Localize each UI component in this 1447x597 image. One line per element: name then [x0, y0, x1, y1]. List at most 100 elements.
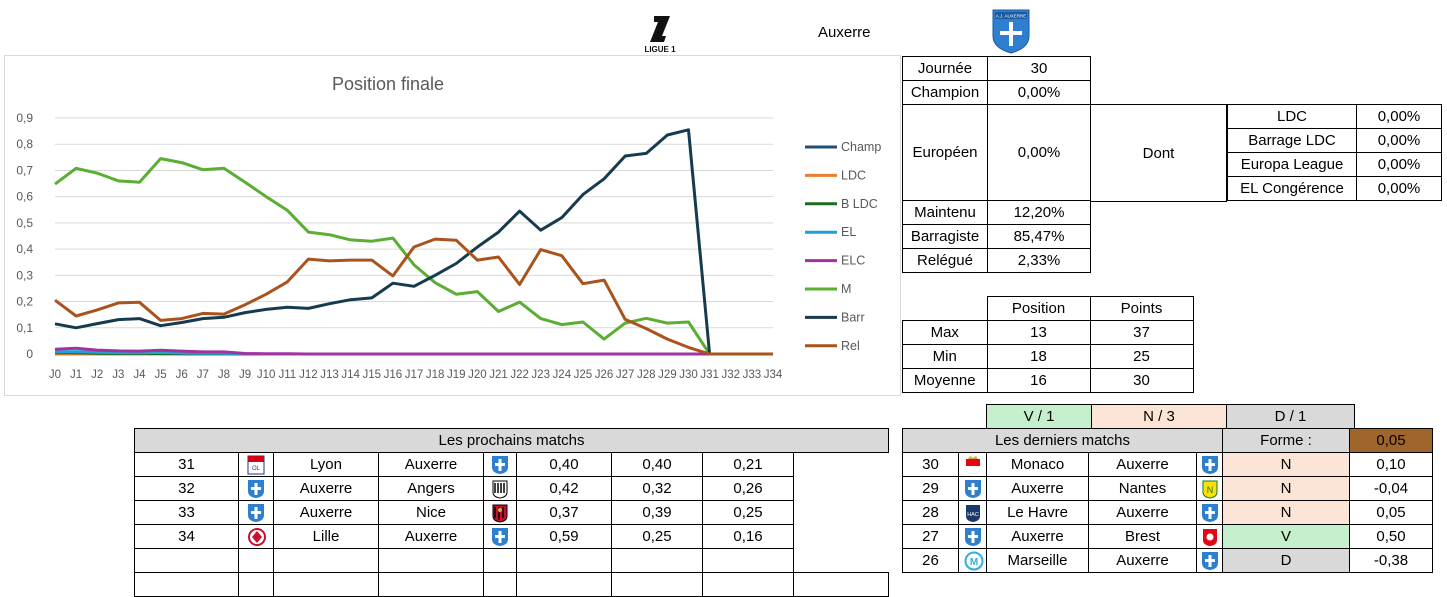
y-tick-label: 0,2	[16, 295, 33, 309]
match-day: 34	[134, 524, 239, 549]
x-tick-label: J21	[489, 369, 508, 381]
stats-table: Position Points Max 13 37 Min 18 25 Moye…	[902, 296, 1194, 393]
svg-text:OL: OL	[252, 466, 261, 472]
away-team-logo-icon	[483, 500, 517, 525]
europa-league-value: 0,00%	[1356, 152, 1442, 177]
x-tick-label: J25	[574, 369, 593, 381]
svg-text:M: M	[969, 557, 977, 568]
y-tick-label: 0,5	[16, 216, 33, 230]
prob-1: 0,40	[516, 452, 612, 477]
el-conference-label: EL Congérence	[1227, 176, 1357, 201]
x-tick-label: J26	[595, 369, 614, 381]
x-tick-label: J17	[405, 369, 424, 381]
x-tick-label: J24	[553, 369, 572, 381]
x-tick-label: J34	[764, 369, 783, 381]
last-match-row: 30 Monaco Auxerre N 0,10	[902, 452, 1433, 477]
stats-moyenne-label: Moyenne	[902, 368, 988, 393]
home-team-logo-icon	[958, 452, 987, 477]
journee-value: 30	[987, 56, 1091, 81]
y-tick-label: 0,4	[16, 242, 33, 256]
x-tick-label: J13	[320, 369, 339, 381]
away-team: Auxerre	[378, 524, 484, 549]
match-value: -0,38	[1349, 548, 1433, 573]
y-tick-label: 0,7	[16, 163, 33, 177]
home-team-logo-icon: OL	[238, 452, 274, 477]
last-matches-table: Les derniers matchs Forme : 0,05 30 Monac…	[902, 428, 1433, 573]
prob-1: 0,59	[516, 524, 612, 549]
match-day: 31	[134, 452, 239, 477]
y-tick-label: 0	[26, 347, 33, 361]
next-match-empty-row	[134, 548, 889, 573]
x-tick-label: J32	[721, 369, 740, 381]
away-team: Nantes	[1088, 476, 1197, 501]
match-day: 27	[902, 524, 959, 549]
x-tick-label: J6	[176, 369, 188, 381]
barrage-ldc-label: Barrage LDC	[1227, 128, 1357, 153]
x-tick-label: J22	[510, 369, 529, 381]
away-team: Auxerre	[1088, 500, 1197, 525]
ldc-label: LDC	[1227, 104, 1357, 129]
relegue-value: 2,33%	[987, 248, 1091, 273]
match-result: N	[1222, 452, 1350, 477]
match-result: V	[1222, 524, 1350, 549]
y-tick-label: 0,6	[16, 190, 33, 204]
match-day: 30	[902, 452, 959, 477]
prob-3: 0,25	[702, 500, 794, 525]
home-team-logo-icon	[238, 476, 274, 501]
stats-max-position: 13	[986, 320, 1091, 345]
auxerre-crest-icon: A.J. AUXERRE	[991, 8, 1031, 54]
x-tick-label: J4	[133, 369, 146, 381]
last-match-row: 28 HAC Le Havre Auxerre N 0,05	[902, 500, 1433, 525]
legend-label: LDC	[841, 168, 866, 182]
next-match-row: 31 OL Lyon Auxerre 0,40 0,40 0,21	[134, 452, 889, 477]
champion-value: 0,00%	[987, 80, 1091, 105]
el-conference-value: 0,00%	[1356, 176, 1442, 201]
x-tick-label: J23	[531, 369, 550, 381]
home-team-logo-icon	[238, 500, 274, 525]
away-team-logo-icon	[483, 452, 517, 477]
form-value: 0,05	[1349, 428, 1433, 453]
match-value: 0,50	[1349, 524, 1433, 549]
barrage-ldc-value: 0,00%	[1356, 128, 1442, 153]
chart-title: Position finale	[332, 74, 444, 94]
prob-3: 0,26	[702, 476, 794, 501]
away-team-logo-icon	[1196, 524, 1223, 549]
prob-3: 0,16	[702, 524, 794, 549]
match-day: 26	[902, 548, 959, 573]
away-team: Auxerre	[1088, 548, 1197, 573]
legend-label: Champ	[841, 140, 881, 154]
last-matches-title: Les derniers matchs	[902, 428, 1223, 453]
home-team: Lille	[273, 524, 379, 549]
next-matches-table: Les prochains matchs 31 OL Lyon Auxerre 0,40…	[134, 428, 889, 597]
maintenu-label: Maintenu	[902, 200, 988, 225]
crest-text: A.J. AUXERRE	[996, 14, 1027, 19]
away-team: Angers	[378, 476, 484, 501]
stats-header-points: Points	[1089, 296, 1194, 321]
next-match-row: 32 Auxerre Angers 0,42 0,32 0,26	[134, 476, 889, 501]
svg-text:N: N	[1206, 485, 1213, 495]
champion-label: Champion	[902, 80, 988, 105]
svg-text:HAC: HAC	[967, 512, 979, 518]
stats-moyenne-position: 16	[986, 368, 1091, 393]
x-tick-label: J20	[468, 369, 487, 381]
match-day: 33	[134, 500, 239, 525]
dont-breakdown-table: LDC 0,00% Barrage LDC 0,00% Europa Leagu…	[1227, 104, 1442, 201]
europeen-label: Européen	[902, 104, 988, 201]
next-matches-title: Les prochains matchs	[134, 428, 889, 453]
match-day: 28	[902, 500, 959, 525]
relegue-label: Relégué	[902, 248, 988, 273]
series-line-m	[54, 157, 773, 356]
home-team: Marseille	[986, 548, 1089, 573]
away-team-logo-icon: N	[1196, 476, 1223, 501]
record-win: V / 1	[986, 404, 1092, 429]
home-team: Auxerre	[273, 500, 379, 525]
home-team-logo-icon	[958, 524, 987, 549]
y-tick-label: 0,8	[16, 137, 33, 151]
x-tick-label: J0	[49, 369, 61, 381]
stats-min-position: 18	[986, 344, 1091, 369]
dont-cell: Dont	[1091, 104, 1227, 202]
x-tick-label: J30	[679, 369, 698, 381]
stats-moyenne-points: 30	[1089, 368, 1194, 393]
match-value: 0,10	[1349, 452, 1433, 477]
away-team: Auxerre	[378, 452, 484, 477]
